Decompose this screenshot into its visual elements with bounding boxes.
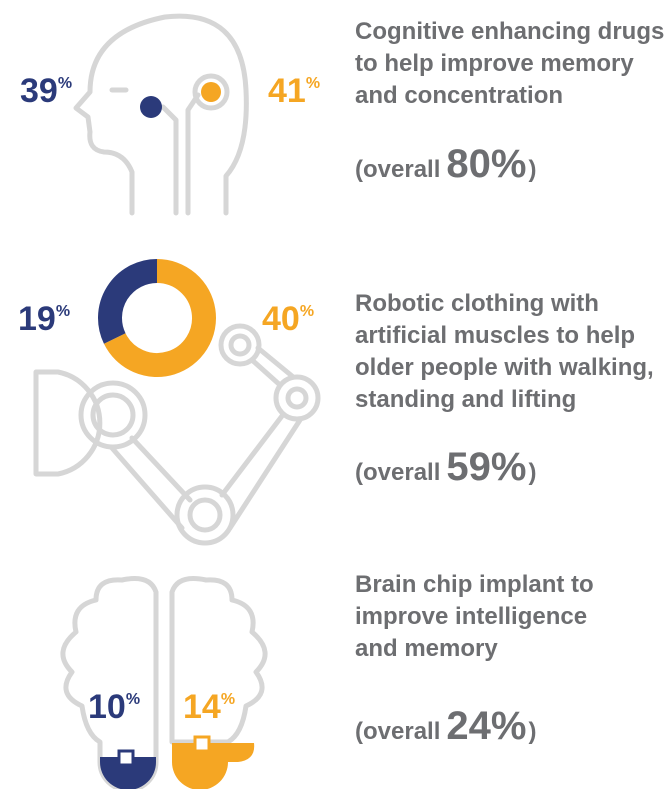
right-percent: 41% bbox=[268, 72, 320, 110]
description-line: Robotic clothing with bbox=[355, 290, 599, 317]
left-percent-unit: % bbox=[126, 691, 140, 708]
overall-label: (overall bbox=[355, 156, 440, 183]
description-line: artificial muscles to help bbox=[355, 322, 635, 349]
overall-value: 59% bbox=[446, 445, 526, 489]
description-line: Brain chip implant to bbox=[355, 571, 594, 598]
overall-number: 24 bbox=[446, 704, 491, 748]
right-percent-number: 14 bbox=[183, 688, 221, 726]
description-line: improve intelligence bbox=[355, 603, 587, 630]
left-percent-unit: % bbox=[58, 75, 72, 92]
description-line: and memory bbox=[355, 635, 498, 662]
infographic: Cognitive enhancing drugs to help improve… bbox=[0, 0, 671, 789]
overall-close: ) bbox=[528, 459, 536, 486]
brain-fill bbox=[172, 743, 254, 789]
right-percent-unit: % bbox=[300, 303, 314, 320]
description-line: older people with walking, bbox=[355, 354, 654, 381]
left-percent: 10% bbox=[88, 688, 140, 726]
right-percent-number: 40 bbox=[262, 300, 300, 338]
left-percent-number: 19 bbox=[18, 300, 56, 338]
overall-unit: % bbox=[491, 445, 527, 489]
description-line: and concentration bbox=[355, 82, 563, 109]
description-line: to help improve memory bbox=[355, 50, 634, 77]
overall-number: 59 bbox=[446, 445, 491, 489]
left-percent: 19% bbox=[18, 300, 70, 338]
right-percent-unit: % bbox=[221, 691, 235, 708]
overall-unit: % bbox=[491, 142, 527, 186]
donut-segment bbox=[110, 271, 157, 339]
overall-value: 24% bbox=[446, 704, 526, 748]
left-percent-number: 10 bbox=[88, 688, 126, 726]
description-line: standing and lifting bbox=[355, 386, 576, 413]
left-percent-unit: % bbox=[56, 303, 70, 320]
left-percent: 39% bbox=[20, 72, 72, 110]
overall-label: (overall bbox=[355, 459, 440, 486]
chip bbox=[119, 751, 133, 765]
overall-number: 80 bbox=[446, 142, 491, 186]
overall-label: (overall bbox=[355, 718, 440, 745]
overall-value: 80% bbox=[446, 142, 526, 186]
right-percent: 14% bbox=[183, 688, 235, 726]
overall-unit: % bbox=[491, 704, 527, 748]
head-icon bbox=[76, 16, 246, 213]
left-percent-number: 39 bbox=[20, 72, 58, 110]
right-percent: 40% bbox=[262, 300, 314, 338]
overall-close: ) bbox=[528, 718, 536, 745]
overall-close: ) bbox=[528, 156, 536, 183]
chip bbox=[195, 737, 209, 751]
right-percent-unit: % bbox=[306, 75, 320, 92]
right-percent-number: 41 bbox=[268, 72, 306, 110]
description-line: Cognitive enhancing drugs bbox=[355, 18, 664, 45]
